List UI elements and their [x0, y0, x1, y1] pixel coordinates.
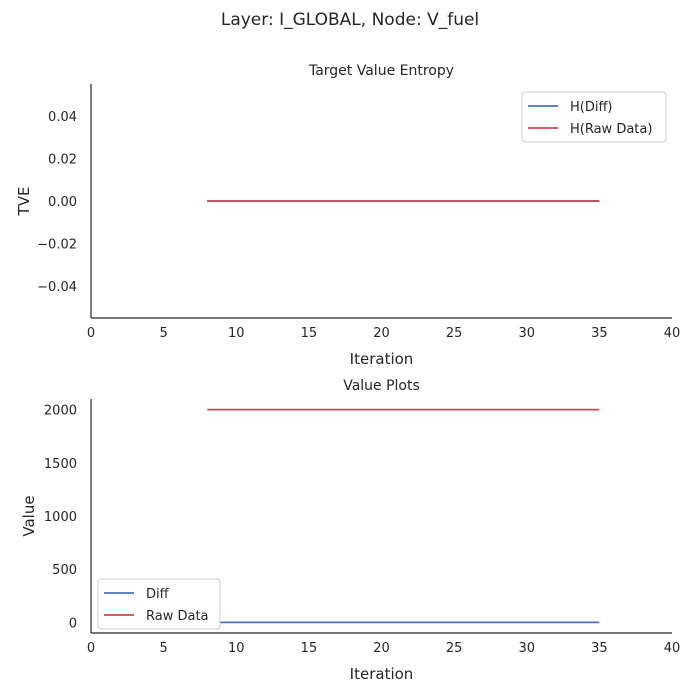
chart1-y-tick-label: 0.02: [48, 152, 77, 167]
chart2-x-tick-label: 35: [591, 641, 608, 656]
chart1-y-tick-label: 0.04: [48, 110, 77, 125]
chart1-x-tick-label: 25: [446, 326, 463, 341]
chart2-y-tick-label: 1500: [44, 457, 77, 472]
chart1-x-axis-title: Iteration: [350, 350, 414, 368]
chart1-y-tick-label: 0.00: [48, 195, 77, 210]
chart2-x-tick-label: 15: [301, 641, 318, 656]
chart1-x-tick-label: 40: [664, 326, 681, 341]
chart2-y-axis-title: Value: [20, 495, 38, 536]
chart1-y-axis-title: TVE: [15, 187, 33, 217]
chart1-legend-label: H(Diff): [570, 100, 613, 115]
chart1-x-tick-label: 35: [591, 326, 608, 341]
chart2-x-tick-label: 20: [373, 641, 390, 656]
chart1-x-tick-label: 20: [373, 326, 390, 341]
figure-title: Layer: I_GLOBAL, Node: V_fuel: [220, 10, 480, 30]
chart1-title: Target Value Entropy: [308, 63, 454, 79]
chart1-legend-box: [521, 91, 667, 143]
chart1-x-tick-label: 0: [87, 326, 95, 341]
chart1-x-tick-label: 5: [159, 326, 167, 341]
chart2-x-tick-label: 10: [228, 641, 245, 656]
chart1-x-tick-label: 30: [518, 326, 535, 341]
chart2-title: Value Plots: [343, 378, 420, 394]
chart2-legend-box: [97, 578, 221, 630]
chart2-legend-label: Diff: [146, 587, 170, 602]
chart1-x-tick-label: 10: [228, 326, 245, 341]
chart2-legend-label: Raw Data: [146, 609, 209, 624]
chart2-x-tick-label: 30: [518, 641, 535, 656]
chart2-x-tick-label: 5: [159, 641, 167, 656]
chart2-x-axis-title: Iteration: [350, 665, 414, 683]
chart2-y-tick-label: 0: [69, 616, 77, 631]
chart2-y-tick-label: 500: [52, 563, 77, 578]
chart2-y-tick-label: 2000: [44, 404, 77, 419]
chart1-legend-label: H(Raw Data): [570, 122, 652, 137]
chart1-x-tick-label: 15: [301, 326, 318, 341]
chart1-y-tick-label: −0.02: [37, 238, 77, 253]
chart2-y-tick-label: 1000: [44, 510, 77, 525]
chart2-x-tick-label: 0: [87, 641, 95, 656]
chart1-y-tick-label: −0.04: [37, 280, 77, 295]
chart2-x-tick-label: 40: [664, 641, 681, 656]
chart2-x-tick-label: 25: [446, 641, 463, 656]
